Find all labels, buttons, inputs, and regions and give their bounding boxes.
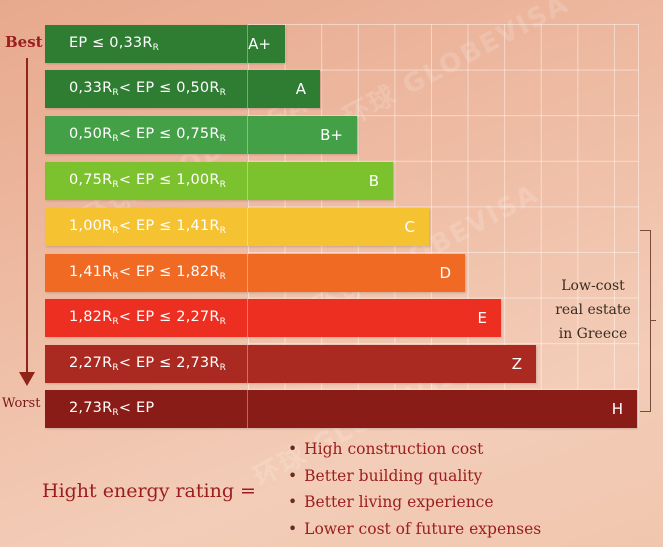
arrow-shaft bbox=[26, 58, 28, 376]
rating-label: Hight energy rating = bbox=[42, 480, 256, 502]
rating-bar: 0,75RR< EP ≤ 1,00RR B bbox=[45, 162, 393, 200]
rating-letter: A+ bbox=[248, 35, 271, 53]
ep-range: 0,50RR< EP ≤ 0,75RR bbox=[69, 126, 227, 144]
rating-letter: E bbox=[477, 309, 487, 327]
list-item: • Better living experience bbox=[288, 493, 494, 511]
list-item: • High construction cost bbox=[288, 440, 484, 458]
ep-range: 2,27RR< EP ≤ 2,73RR bbox=[69, 355, 227, 373]
rating-bar: 0,50RR< EP ≤ 0,75RR B+ bbox=[45, 116, 357, 154]
rating-bar: EP ≤ 0,33RR A+ bbox=[45, 25, 285, 63]
low-cost-note: Low-cost real estate in Greece bbox=[548, 274, 638, 346]
benefits-list: • High construction cost • Better building… bbox=[288, 436, 541, 542]
note-line: Low-cost bbox=[561, 278, 625, 294]
rating-bar: 0,33RR< EP ≤ 0,50RR A bbox=[45, 70, 320, 108]
ep-range: 2,73RR< EP bbox=[69, 400, 155, 418]
list-item: • Better building quality bbox=[288, 466, 483, 485]
note-line: real estate bbox=[555, 302, 631, 318]
ep-range: EP ≤ 0,33RR bbox=[69, 35, 160, 53]
ep-range: 0,75RR< EP ≤ 1,00RR bbox=[69, 172, 227, 190]
rating-letter: H bbox=[611, 400, 623, 418]
best-label: Best bbox=[5, 33, 43, 51]
rating-bar: 1,00RR< EP ≤ 1,41RR C bbox=[45, 208, 429, 246]
rating-letter: D bbox=[439, 264, 451, 282]
arrow-down-icon bbox=[19, 372, 35, 386]
rating-bar: 2,27RR< EP ≤ 2,73RR Z bbox=[45, 345, 536, 383]
worst-label: Worst bbox=[2, 396, 41, 411]
ep-range: 0,33RR< EP ≤ 0,50RR bbox=[69, 80, 227, 98]
bracket bbox=[640, 230, 656, 412]
rating-bar: 2,73RR< EP H bbox=[45, 390, 637, 428]
list-item: • Lower cost of future expenses bbox=[288, 519, 542, 538]
rating-letter: C bbox=[404, 218, 415, 236]
rating-letter: B+ bbox=[320, 126, 343, 144]
rating-letter: B bbox=[368, 172, 379, 190]
rating-letter: A bbox=[295, 80, 306, 98]
rating-bar: 1,82RR< EP ≤ 2,27RR E bbox=[45, 299, 501, 337]
ep-range: 1,41RR< EP ≤ 1,82RR bbox=[69, 264, 227, 282]
rating-letter: Z bbox=[511, 355, 522, 373]
rating-bar: 1,41RR< EP ≤ 1,82RR D bbox=[45, 254, 465, 292]
ep-range: 1,00RR< EP ≤ 1,41RR bbox=[69, 218, 227, 236]
note-line: in Greece bbox=[558, 326, 628, 342]
ep-range: 1,82RR< EP ≤ 2,27RR bbox=[69, 309, 227, 327]
